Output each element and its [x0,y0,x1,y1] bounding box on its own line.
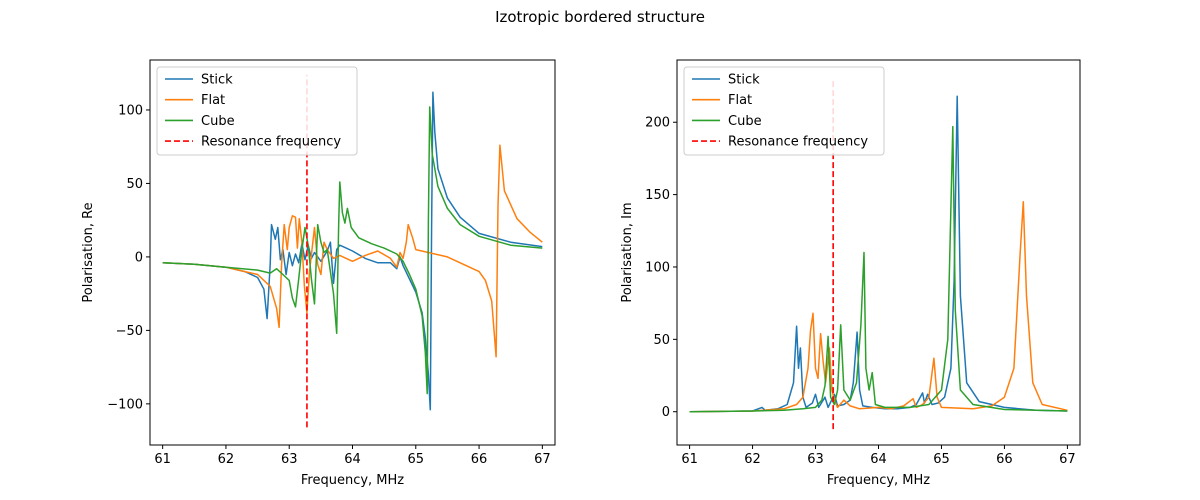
y-tick-label: 100 [118,103,143,118]
y-axis-label: Polarisation, Re [81,202,96,302]
x-tick-label: 61 [681,452,698,467]
x-tick-label: 67 [1059,452,1076,467]
legend-entry-resonance-frequency: Resonance frequency [728,135,868,150]
legend: Stick Flat Cube Resonance frequency [156,66,358,156]
y-tick-label: 0 [135,250,143,265]
y-tick-label: −50 [116,324,143,339]
y-tick-label: 0 [662,405,670,420]
x-tick-label: 62 [218,452,235,467]
x-tick-label: 64 [870,452,887,467]
y-tick-label: 200 [645,116,670,131]
series-line-cube [162,106,543,395]
legend: Stick Flat Cube Resonance frequency [683,66,885,156]
legend-entry-flat: Flat [728,93,752,108]
x-axis-label: Frequency, MHz [827,473,930,488]
y-tick-label: 50 [126,177,143,192]
x-tick-label: 65 [408,452,425,467]
legend-entry-flat: Flat [201,93,225,108]
series-line-cube [689,125,1068,413]
legend-entry-stick: Stick [728,73,760,88]
x-tick-label: 62 [744,452,761,467]
x-tick-label: 66 [996,452,1013,467]
y-axis-label: Polarisation, Im [620,202,635,302]
series-line-stick [162,91,543,411]
x-tick-label: 63 [281,452,298,467]
legend-entry-cube: Cube [728,114,762,129]
legend-entry-resonance-frequency: Resonance frequency [201,135,341,150]
series-line-stick [689,95,1068,413]
legend-entry-cube: Cube [201,114,235,129]
x-tick-label: 67 [534,452,551,467]
y-tick-label: 150 [645,188,670,203]
figure-title: Izotropic bordered structure [495,8,705,26]
x-tick-label: 65 [933,452,950,467]
legend-entry-stick: Stick [201,73,233,88]
series-line-flat [689,201,1068,413]
x-tick-label: 66 [471,452,488,467]
legend-box [156,66,358,156]
left-chart-panel: 61 62 63 64 65 66 67 −100 −50 0 50 100 Frequency, MH… [81,59,556,488]
legend-box [683,66,885,156]
x-tick-label: 63 [807,452,824,467]
y-tick-label: 50 [653,333,670,348]
right-chart-panel: 61 62 63 64 65 66 67 0 50 100 150 200 Frequency, MHz… [620,59,1081,488]
x-tick-label: 64 [344,452,361,467]
y-tick-label: −100 [107,397,143,412]
y-tick-label: 100 [645,260,670,275]
x-tick-label: 61 [154,452,171,467]
x-axis-label: Frequency, MHz [301,473,404,488]
series-line-flat [162,144,543,358]
